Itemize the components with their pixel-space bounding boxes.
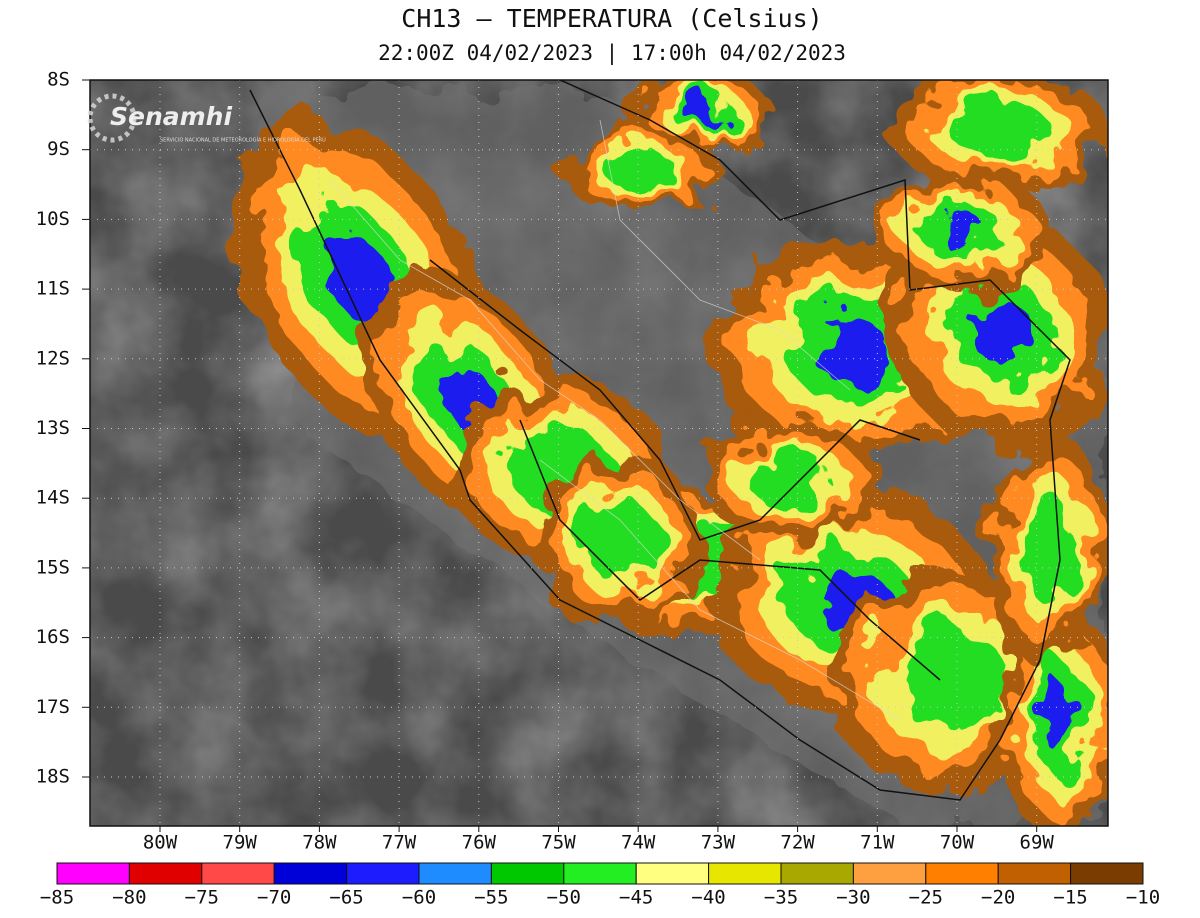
lon-label: 74W [621,832,656,854]
lon-label: 71W [860,832,895,854]
cloud-layer [583,498,657,582]
colorbar-label: −25 [909,887,943,909]
colorbar-label: −20 [981,887,1015,909]
colorbar-label: −35 [764,887,798,909]
cloud-layer [1043,686,1077,754]
cloud-layer [810,319,890,381]
colorbar-label: −40 [691,887,725,909]
cloud-layer [968,297,1032,363]
lon-label: 80W [143,832,178,854]
lon-label: 79W [223,832,258,854]
satellite-image [90,80,1108,826]
lon-label: 75W [541,832,576,854]
logo-name: Senamhi [110,102,232,131]
colorbar-segment [418,862,492,885]
lat-label: 16S [36,626,70,648]
colorbar-segment [201,862,275,885]
cloud-layer [680,98,720,122]
map-frame [89,79,1109,827]
colorbar-label: −80 [112,887,146,909]
colorbar-segment [635,862,710,885]
logo-tagline: SERVICIO NACIONAL DE METEOROLOGÍA E HIDR… [160,137,326,144]
colorbar-label: −85 [40,887,74,909]
lon-label: 73W [701,832,736,854]
lon-label: 76W [462,832,497,854]
cloud-layer [748,452,832,508]
colorbar-segment [128,862,203,885]
cloud-layer [934,213,986,247]
colorbar-label: −60 [402,887,436,909]
colorbar-label: −65 [329,887,363,909]
logo-sun [87,93,137,143]
colorbar-label: −30 [836,887,870,909]
lat-label: 15S [36,556,70,578]
lat-label: 18S [36,766,70,788]
lon-label: 78W [302,832,337,854]
colorbar-label: −50 [547,887,581,909]
title: CH13 – TEMPERATURA (Celsius) [401,4,822,33]
lon-label: 72W [780,832,815,854]
colorbar-segment [490,862,565,885]
province-lines [329,119,901,721]
colorbar-segment [346,862,420,885]
colorbar: −85 −80 −75 −70 −65 −60 −55 −50 −45 −40 −35 −30 −25 −… [40,862,1160,909]
colorbar-segment [925,862,999,885]
logo: Senamhi SERVICIO NACIONAL DE METEOROLOGÍ… [87,93,326,144]
colorbar-segment [1070,862,1144,885]
lon-label: 69W [1020,832,1055,854]
colorbar-segment [708,862,782,885]
cloud-layer [603,151,677,189]
colorbar-segment [997,862,1072,885]
colorbar-segment [273,862,348,885]
lat-label: 13S [36,417,70,439]
subtitle: 22:00Z 04/02/2023 | 17:00h 04/02/2023 [378,41,846,66]
lat-label: 17S [36,696,70,718]
lat-label: 10S [36,208,70,230]
colorbar-label: −15 [1053,887,1087,909]
lat-label: 9S [47,138,70,160]
cloud-layer [949,102,1051,158]
axes: 8S 9S 10S 11S 12S 13S 14S 15S 16S 17S 18S 80W 79W 78W… [36,69,1055,854]
colorbar-segment [780,862,854,885]
colorbar-label: −75 [185,887,219,909]
colorbar-segment [56,862,130,885]
colorbar-segment [852,862,927,885]
colorbar-label: −45 [619,887,653,909]
colorbar-label: −10 [1126,887,1160,909]
lat-label: 11S [36,278,70,300]
colorbar-label: −55 [474,887,508,909]
lat-label: 12S [36,347,70,369]
lat-label: 8S [47,69,70,91]
lat-label: 14S [36,487,70,509]
cloud-layer [895,628,1005,732]
lon-label: 70W [940,832,975,854]
lon-label: 77W [382,832,417,854]
colorbar-segment [563,862,637,885]
cloud-layer [1022,494,1078,606]
colorbar-label: −70 [257,887,291,909]
